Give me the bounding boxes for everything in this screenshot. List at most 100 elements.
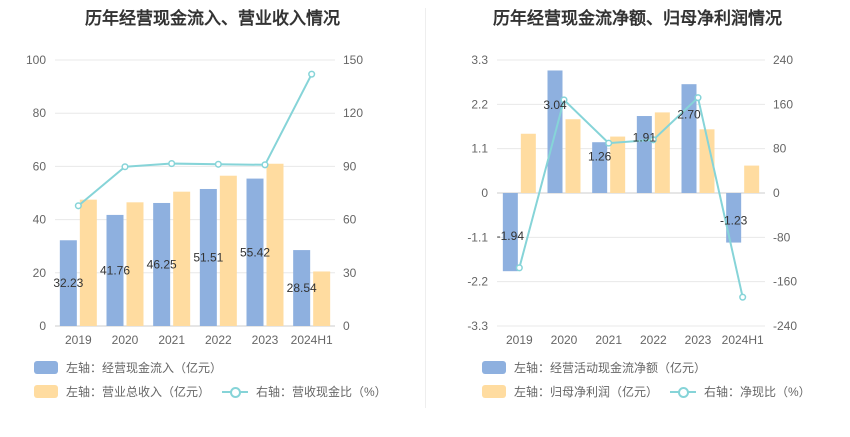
right-data-label: 2.70 (677, 108, 701, 122)
left-bar-series2 (313, 271, 331, 326)
left-legend-item-ratio[interactable]: 右轴：营收现金比（%） (222, 383, 387, 400)
left-bar-series2 (173, 191, 191, 326)
left-data-label: 55.42 (240, 245, 270, 259)
right-ratio-point (515, 264, 523, 272)
right-ratio-point (694, 94, 702, 102)
right-legend-swatch-blue (482, 361, 506, 374)
right-x-tick-label: 2020 (551, 333, 578, 347)
right-yright-tick-label: 240 (773, 53, 793, 67)
left-legend-swatch-line (222, 385, 249, 399)
left-bar-series1 (199, 188, 217, 326)
left-yright-tick-label: 90 (343, 159, 357, 173)
right-yright-tick-label: -240 (773, 319, 797, 333)
right-bar-series2 (610, 136, 626, 193)
left-yright-tick-label: 0 (343, 319, 350, 333)
right-bar-series2 (744, 165, 760, 193)
right-bar-series1 (502, 193, 518, 272)
right-bar-series1 (592, 142, 608, 193)
left-yright-tick-label: 30 (343, 266, 357, 280)
left-yleft-tick-label: 100 (26, 53, 46, 67)
right-yleft-tick-label: 0 (481, 186, 488, 200)
right-x-tick-label: 2022 (640, 333, 667, 347)
left-bar-series2 (266, 163, 284, 326)
left-ratio-point (74, 202, 82, 210)
right-yleft-tick-label: -1.1 (467, 230, 488, 244)
right-yright-tick-label: 80 (773, 142, 787, 156)
left-bar-series1 (106, 214, 124, 326)
right-bar-series2 (654, 112, 670, 193)
right-yright-tick-label: 160 (773, 97, 793, 111)
right-legend-label-1: 左轴：经营活动现金流净额（亿元） (514, 361, 707, 375)
right-bar-series1 (636, 116, 652, 193)
left-bar-series2 (79, 199, 97, 326)
right-ratio-point (605, 139, 613, 147)
right-data-label: -1.94 (497, 229, 525, 243)
right-yleft-tick-label: -3.3 (467, 319, 488, 333)
left-yright-tick-label: 120 (343, 106, 363, 120)
left-legend-label-3: 右轴：营收现金比（%） (256, 385, 387, 399)
right-yleft-tick-label: -2.2 (467, 275, 488, 289)
right-x-tick-label: 2019 (506, 333, 533, 347)
right-yright-tick-label: -160 (773, 275, 797, 289)
left-x-tick-label: 2024H1 (291, 333, 333, 347)
right-data-label: 1.91 (633, 131, 657, 145)
right-chart-title: 历年经营现金流净额、归母净利润情况 (493, 9, 782, 28)
left-legend-row-2: 左轴：营业总收入（亿元） 右轴：营收现金比（%） (34, 383, 399, 400)
right-bar-series2 (565, 119, 581, 193)
left-x-tick-label: 2021 (158, 333, 185, 347)
left-legend-swatch-blue (34, 361, 58, 374)
left-bar-series1 (153, 202, 171, 326)
right-yleft-tick-label: 1.1 (471, 142, 488, 156)
right-ratio-line (518, 95, 744, 298)
left-chart-panel: 历年经营现金流入、营业收入情况 100 150 80 120 60 90 40 60 20 30 0… (26, 9, 399, 400)
right-legend-label-3: 右轴：净现比（%） (704, 385, 811, 399)
left-ratio-point (168, 160, 176, 168)
left-legend-row-1: 左轴：经营现金流入（亿元） (34, 359, 234, 376)
right-bar-series2 (520, 133, 536, 193)
right-legend-item-net-profit[interactable]: 左轴：归母净利润（亿元） (482, 383, 658, 400)
right-ratio-point (649, 136, 657, 144)
left-bar-series2 (126, 202, 144, 326)
right-data-label: 1.26 (588, 149, 612, 163)
left-data-label: 46.25 (147, 257, 177, 271)
left-chart-plot: 100 150 80 120 60 90 40 60 20 30 0 0 2019 2020 2021 202… (26, 53, 363, 347)
left-legend-label-1: 左轴：经营现金流入（亿元） (66, 361, 223, 375)
left-yleft-tick-label: 80 (33, 106, 47, 120)
right-bar-series2 (699, 129, 715, 193)
right-x-tick-label: 2023 (685, 333, 712, 347)
left-yleft-tick-label: 40 (33, 213, 47, 227)
left-ratio-point (214, 160, 222, 168)
right-data-label: 3.04 (543, 98, 567, 112)
left-chart-title: 历年经营现金流入、营业收入情况 (85, 9, 340, 28)
left-data-label: 32.23 (53, 276, 83, 290)
right-yleft-tick-label: 3.3 (471, 53, 488, 67)
left-ratio-point (261, 161, 269, 169)
left-x-tick-label: 2022 (205, 333, 232, 347)
right-bar-series1 (681, 84, 697, 193)
right-chart-panel: 历年经营现金流净额、归母净利润情况 3.3 240 2.2 160 1.1 80 0 0 -1.… (425, 0, 850, 437)
left-x-tick-label: 2020 (112, 333, 139, 347)
left-legend-item-cash-inflow[interactable]: 左轴：经营现金流入（亿元） (34, 359, 222, 376)
right-ratio-point (560, 96, 568, 104)
left-x-tick-label: 2019 (65, 333, 92, 347)
left-data-label: 41.76 (100, 263, 130, 277)
left-x-tick-label: 2023 (252, 333, 279, 347)
left-bar-series1 (59, 240, 77, 326)
panel-divider (425, 8, 426, 408)
left-yright-tick-label: 60 (343, 213, 357, 227)
right-legend-row-2: 左轴：归母净利润（亿元） 右轴：净现比（%） (482, 383, 823, 400)
left-legend-label-2: 左轴：营业总收入（亿元） (66, 385, 211, 399)
left-bar-series1 (293, 250, 311, 326)
right-legend-swatch-orange (482, 385, 506, 398)
left-data-label: 28.54 (287, 281, 317, 295)
left-bar-series1 (246, 178, 264, 326)
left-bar-series2 (219, 175, 237, 326)
right-legend-item-net-cash[interactable]: 左轴：经营活动现金流净额（亿元） (482, 359, 706, 376)
left-ratio-point (308, 70, 316, 78)
right-yleft-tick-label: 2.2 (471, 97, 488, 111)
left-legend-item-revenue[interactable]: 左轴：营业总收入（亿元） (34, 383, 210, 400)
right-chart-plot: 3.3 240 2.2 160 1.1 80 0 0 -1.1 -80 -2.2 -160 -3.3 -2… (467, 53, 797, 347)
left-ratio-line (77, 73, 313, 207)
right-bar-series1 (726, 193, 742, 243)
right-legend-item-net-cash-ratio[interactable]: 右轴：净现比（%） (670, 383, 811, 400)
